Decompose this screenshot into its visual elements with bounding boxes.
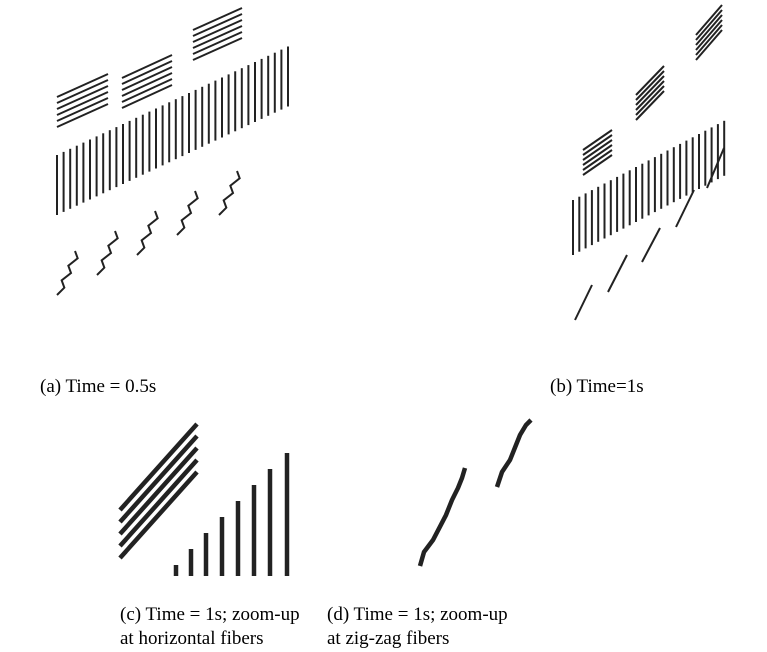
fiber — [56, 97, 109, 122]
caption-b: (b) Time=1s — [550, 376, 644, 397]
fiber — [635, 70, 665, 101]
zigzag-fiber — [96, 230, 119, 276]
fiber — [121, 66, 173, 91]
zigzag-fiber — [136, 210, 159, 256]
fiber — [675, 189, 695, 228]
caption-c-line1: (c) Time = 1s; zoom-up — [120, 604, 300, 625]
caption-c-line2: at horizontal fibers — [120, 628, 264, 649]
fiber-drawings — [56, 4, 726, 576]
fiber — [635, 85, 665, 116]
fiber — [118, 470, 199, 560]
fiber — [56, 73, 109, 98]
fiber — [641, 227, 661, 263]
fiber — [607, 254, 628, 293]
fiber — [56, 79, 109, 104]
fiber — [121, 84, 173, 109]
zigzag-fiber — [56, 250, 79, 296]
fiber — [635, 75, 665, 106]
fiber — [192, 31, 243, 55]
caption-d-line2: at zig-zag fibers — [327, 628, 449, 649]
fiber — [635, 65, 665, 96]
zigzag-fiber — [218, 170, 241, 216]
fiber — [192, 37, 243, 61]
fiber — [706, 147, 725, 189]
zigzag-fiber — [176, 190, 199, 236]
fiber — [121, 78, 173, 103]
fiber — [118, 422, 199, 512]
fiber — [695, 14, 723, 46]
fiber — [121, 72, 173, 97]
zigzag-fiber — [494, 418, 533, 488]
fiber — [118, 446, 199, 536]
fiber — [582, 134, 613, 156]
fiber — [582, 129, 613, 151]
fiber — [192, 25, 243, 49]
fiber — [695, 19, 723, 51]
fiber — [56, 91, 109, 116]
fiber — [695, 24, 723, 56]
zigzag-fiber — [417, 467, 468, 567]
fiber — [574, 284, 593, 321]
fiber — [582, 149, 613, 171]
fiber — [56, 103, 109, 128]
fiber — [582, 139, 613, 161]
fiber — [192, 7, 243, 31]
fiber — [121, 54, 173, 79]
caption-d-line1: (d) Time = 1s; zoom-up — [327, 604, 508, 625]
fiber — [635, 80, 665, 111]
caption-a: (a) Time = 0.5s — [40, 376, 156, 397]
fiber — [118, 458, 199, 548]
fiber — [582, 154, 613, 176]
fiber — [635, 90, 665, 121]
fiber — [695, 9, 723, 41]
fiber — [56, 85, 109, 110]
fiber — [121, 60, 173, 85]
fiber — [695, 29, 723, 61]
fiber — [582, 144, 613, 166]
fiber — [695, 4, 723, 36]
fiber — [192, 19, 243, 43]
fiber — [118, 434, 199, 524]
fiber — [192, 13, 243, 37]
